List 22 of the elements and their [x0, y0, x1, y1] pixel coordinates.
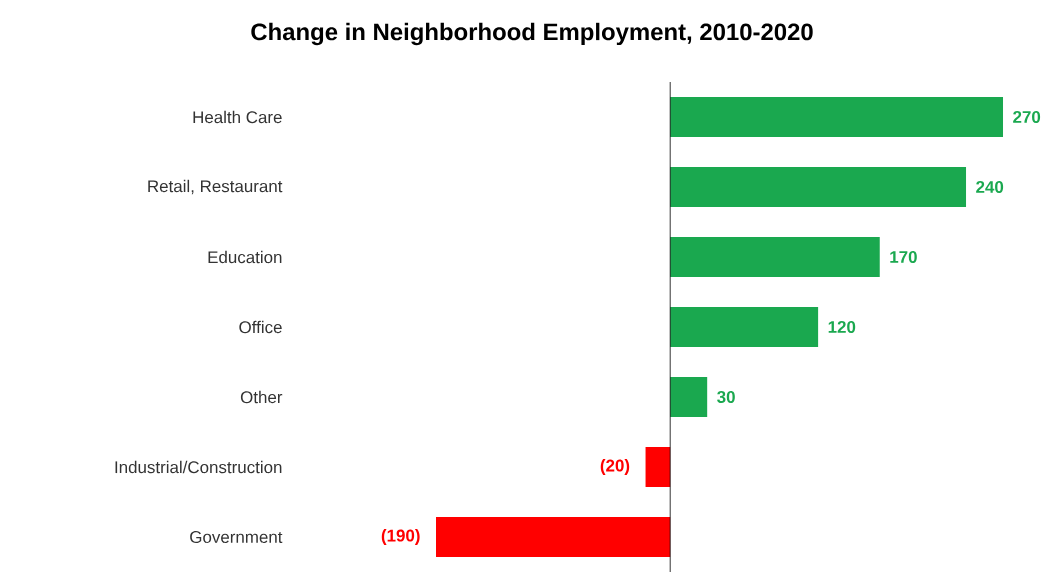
y-tick-label: Office [239, 320, 282, 334]
y-tick-label: Government [190, 531, 283, 544]
bar [670, 307, 819, 347]
bar [670, 97, 1004, 137]
bar [670, 167, 967, 207]
data-label: 240 [976, 181, 1004, 193]
y-tick-label: Industrial/Construction [115, 460, 282, 474]
y-tick-label: Health Care [193, 110, 282, 124]
data-label: (20) [600, 459, 630, 475]
chart-title: Change in Neighborhood Employment, 2010-2020 [251, 22, 813, 46]
y-tick-label: Education [208, 250, 282, 264]
bar [436, 517, 671, 557]
y-tick-label: Retail, Restaurant [148, 179, 283, 195]
data-label: 270 [1013, 111, 1041, 123]
data-label: 170 [890, 251, 917, 264]
data-label: 30 [717, 390, 735, 404]
bar [645, 447, 671, 487]
bar [670, 377, 708, 417]
y-tick-label: Other [240, 390, 283, 404]
data-label: 120 [828, 321, 856, 334]
data-label: (190) [381, 529, 420, 545]
bar [670, 237, 880, 277]
